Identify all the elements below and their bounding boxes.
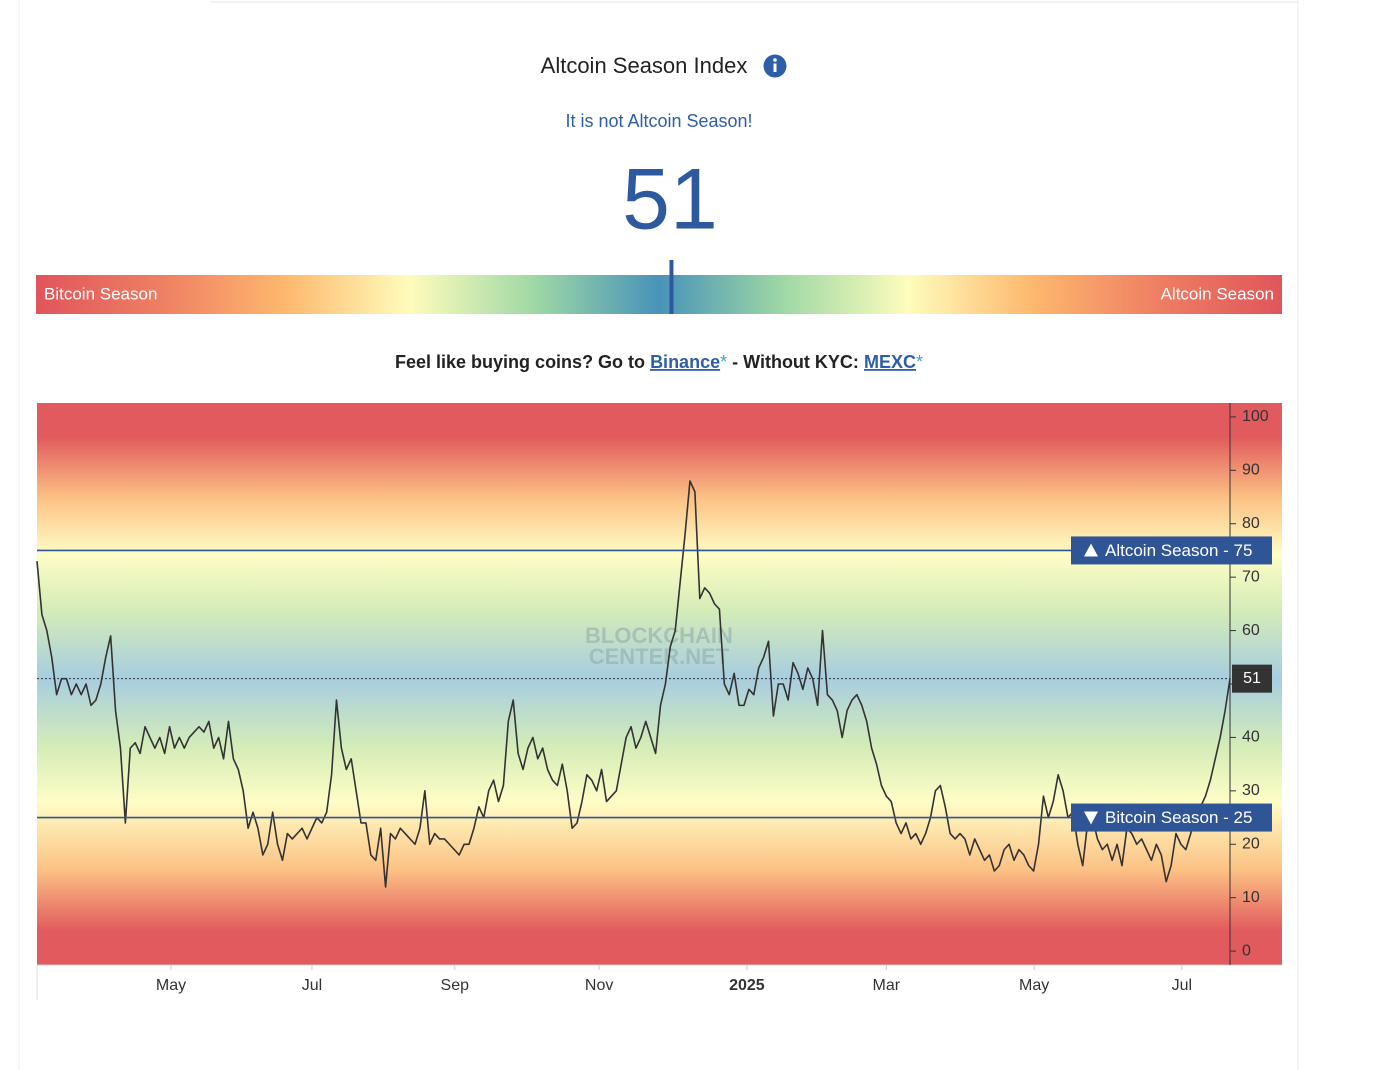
x-tick-label: Nov [585,977,613,994]
current-value-flag [1232,664,1272,693]
promo: Feel like buying coins? Go to Binance* -… [395,352,923,372]
y-tick-label: 70 [1242,568,1260,585]
watermark: BLOCKCHAIN [585,623,733,648]
reference-flag [1071,803,1272,832]
watermark: CENTER.NET [589,644,730,669]
title: Altcoin Season Index [541,53,748,78]
gauge-left-label: Bitcoin Season [44,284,157,303]
status: It is not Altcoin Season! [565,111,752,131]
binance-link[interactable]: Binance [650,352,720,372]
x-tick-label: Jul [1172,977,1192,994]
x-tick-label: May [1019,977,1049,994]
reference-label: Altcoin Season - 75 [1105,541,1252,560]
y-tick-label: 0 [1242,942,1251,959]
current-value-label: 51 [1243,670,1261,687]
reference-arrow [1084,811,1098,825]
promo-middle: - Without KYC: [732,352,859,372]
mexc-link[interactable]: MEXC [864,352,916,372]
index-line [36,480,1231,888]
asterisk: * [720,352,727,372]
y-tick-label: 30 [1242,782,1260,799]
y-tick-label: 90 [1242,462,1260,479]
y-tick-label: 60 [1242,622,1260,639]
reference-flag [1071,536,1272,565]
reference-arrow [1084,543,1098,557]
x-tick-label: Mar [873,977,901,994]
y-tick-label: 20 [1242,835,1260,852]
gauge-bar [36,275,1282,314]
x-tick-label: May [156,977,186,994]
x-tick-label: Sep [441,977,470,994]
info-icon[interactable] [763,54,787,78]
y-tick-label: 10 [1242,889,1260,906]
reference-label: Bitcoin Season - 25 [1105,808,1252,827]
big-value: 51 [622,152,718,248]
plot-background [37,403,1282,965]
promo-prefix: Feel like buying coins? Go to [395,352,645,372]
y-tick-label: 40 [1242,729,1260,746]
gauge-right-label: Altcoin Season [1161,284,1274,303]
y-tick-label: 100 [1242,408,1269,425]
x-tick-label: 2025 [729,977,765,994]
x-tick-label: Jul [302,977,322,994]
asterisk: * [916,352,923,372]
y-tick-label: 80 [1242,515,1260,532]
